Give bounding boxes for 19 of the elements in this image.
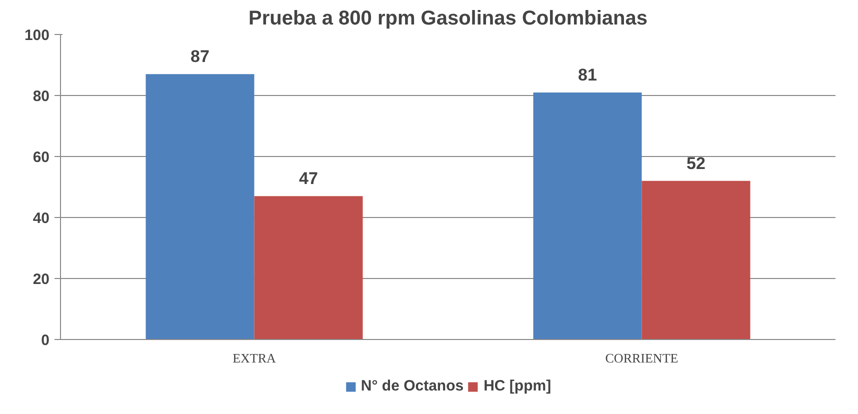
bar bbox=[642, 180, 750, 340]
bar bbox=[254, 196, 363, 340]
y-tick-label: 40 bbox=[32, 210, 50, 227]
bar bbox=[533, 92, 642, 340]
y-tick-label: 60 bbox=[32, 149, 50, 166]
legend-label: HC [ppm] bbox=[484, 378, 552, 394]
y-tick-label: 0 bbox=[41, 332, 50, 349]
y-tick-label: 100 bbox=[24, 27, 50, 44]
y-tick-label: 80 bbox=[32, 88, 50, 105]
x-tick-label: EXTRA bbox=[232, 350, 277, 366]
y-tick-label: 20 bbox=[32, 271, 50, 288]
data-label: 47 bbox=[299, 169, 318, 188]
x-tick-label: CORRIENTE bbox=[605, 350, 678, 366]
data-label: 81 bbox=[578, 65, 597, 84]
legend-label: N° de Octanos bbox=[360, 378, 464, 394]
chart-title: Prueba a 800 rpm Gasolinas Colombianas bbox=[248, 8, 648, 30]
bar bbox=[146, 74, 254, 340]
data-label: 87 bbox=[190, 47, 210, 66]
data-label: 52 bbox=[686, 154, 706, 173]
